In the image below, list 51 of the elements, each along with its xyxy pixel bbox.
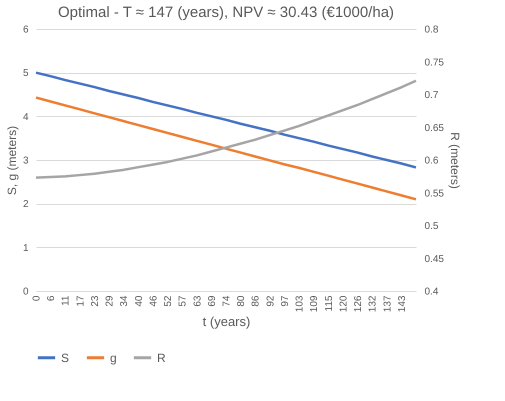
chart-title: Optimal - T ≈ 147 (years), NPV ≈ 30.43 (€1000/ha) [58, 4, 394, 21]
x-tick-label: 132 [368, 295, 379, 312]
x-axis-title: t (years) [202, 314, 250, 330]
x-tick-label: 6 [46, 295, 58, 302]
x-tick-label: 86 [250, 295, 262, 307]
line-series [34, 71, 418, 169]
x-tick-label: 115 [324, 295, 335, 312]
y2-tick-label: 0.6 [424, 156, 439, 166]
line-series [34, 96, 418, 201]
y2-tick-label: 0.75 [424, 57, 444, 68]
x-tick-label: 120 [338, 295, 350, 312]
x-tick-label: 17 [75, 295, 86, 307]
x-tick-label: 69 [206, 295, 218, 307]
x-tick-label: 40 [134, 295, 145, 307]
x-tick-label: 11 [60, 295, 72, 306]
x-tick-label: 63 [192, 295, 204, 307]
x-tick-label: 92 [265, 295, 276, 307]
x-tick-label: 109 [309, 295, 320, 312]
x-tick-label: 34 [119, 295, 130, 307]
y2-tick-label: 0.8 [424, 24, 439, 36]
y2-tick-label: 0.7 [424, 90, 439, 101]
line-series [34, 79, 418, 179]
x-tick-label: 23 [90, 295, 101, 307]
y2-axis-title: R (meters) [448, 132, 462, 189]
legend-label: S [61, 350, 70, 365]
y2-tick-label: 0.45 [424, 254, 444, 265]
y2-tick-label: 0.4 [424, 286, 439, 298]
y-tick-label: 6 [22, 24, 29, 36]
x-tick-label: 126 [353, 295, 364, 312]
y-tick-label: 1 [22, 242, 29, 254]
x-tick-label: 57 [178, 295, 189, 307]
legend-label: R [157, 350, 166, 365]
y-tick-label: 4 [22, 112, 29, 123]
x-tick-label: 137 [382, 295, 394, 312]
y2-tick-label: 0.65 [424, 122, 444, 134]
legend-label: g [110, 350, 117, 365]
x-tick-label: 0 [32, 295, 42, 302]
y2-tick-label: 0.5 [424, 221, 439, 232]
x-tick-label: 103 [294, 295, 306, 312]
x-tick-label: 80 [236, 295, 248, 307]
y-tick-label: 3 [22, 156, 29, 166]
x-tick-label: 52 [163, 295, 174, 307]
y-axis-title: S, g (meters) [4, 126, 19, 196]
y2-tick-label: 0.55 [424, 188, 444, 200]
x-tick-label: 46 [148, 295, 160, 307]
y-tick-label: 5 [22, 68, 29, 80]
x-tick-label: 143 [396, 295, 408, 312]
x-tick-label: 29 [104, 295, 116, 307]
x-tick-label: 74 [222, 295, 232, 307]
y-tick-label: 2 [22, 199, 29, 210]
x-tick-label: 97 [280, 295, 291, 307]
